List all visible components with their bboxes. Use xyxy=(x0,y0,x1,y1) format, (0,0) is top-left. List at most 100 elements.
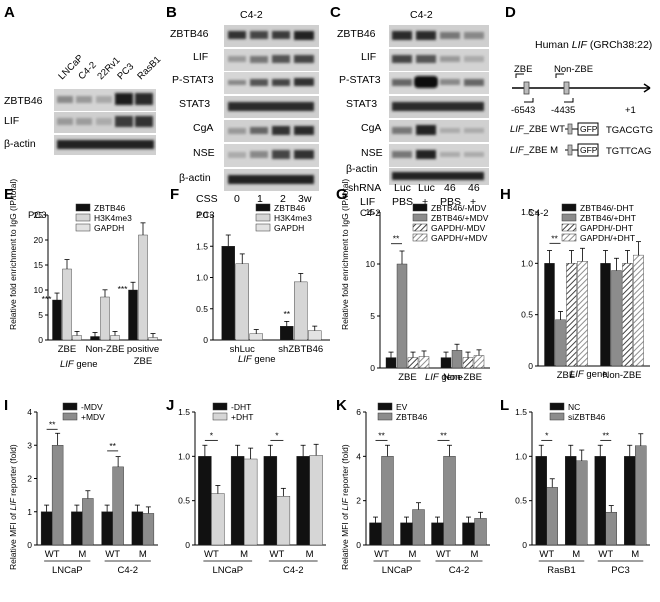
bar xyxy=(249,333,263,341)
bar xyxy=(280,326,294,341)
x-tick-label: M xyxy=(471,549,479,560)
shrna-value: Luc xyxy=(394,182,411,194)
legend-label: ZBTB46 xyxy=(274,203,305,213)
lif-value: PBS xyxy=(440,196,461,208)
row-label: STAT3 xyxy=(179,98,210,110)
bar xyxy=(633,254,644,367)
legend-label: ZBTB46/+MDV xyxy=(431,213,489,223)
y-tick-label: 0.5 xyxy=(178,496,190,506)
legend-swatch xyxy=(62,412,78,421)
significance-mark: ** xyxy=(393,234,400,244)
x-tick-label: WT xyxy=(204,549,219,560)
blot-title: C4-2 xyxy=(410,9,433,21)
lif-value: PBS xyxy=(392,196,413,208)
bar xyxy=(431,522,444,546)
legend-label: siZBTB46 xyxy=(568,412,606,422)
x-tick-label: M xyxy=(78,549,86,560)
bar xyxy=(474,518,487,546)
legend-label: H3K4me3 xyxy=(94,213,132,223)
panel-label-c: C xyxy=(330,4,341,21)
panel-label-f: F xyxy=(170,186,179,203)
y-tick-label: 1.0 xyxy=(515,451,527,461)
y-tick-label: 1.0 xyxy=(521,258,533,268)
y-tick-label: 2 xyxy=(27,474,32,484)
y-tick-label: 3 xyxy=(27,440,32,450)
y-tick-label: 4 xyxy=(356,451,361,461)
position-label: -6543 xyxy=(511,105,535,116)
y-tick-label: 0 xyxy=(370,363,375,373)
row-label: CgA xyxy=(361,122,381,134)
bar xyxy=(71,511,83,546)
y-tick-label: 5 xyxy=(370,311,375,321)
bar xyxy=(385,357,397,369)
bar xyxy=(594,456,606,546)
shrna-value: 46 xyxy=(468,182,480,194)
gene-label: LIF gene xyxy=(570,369,608,380)
x-tick-label: WT xyxy=(374,549,389,560)
legend-label: -MDV xyxy=(81,402,103,412)
m-construct-label: LIF_ZBE M xyxy=(510,145,558,156)
significance-mark: * xyxy=(545,430,549,440)
x-tick-label: M xyxy=(306,549,314,560)
legend-label: -DHT xyxy=(231,402,251,412)
cell-line-label: C4-2 xyxy=(449,565,470,576)
css-value: 0 xyxy=(234,193,240,205)
bar xyxy=(294,281,308,341)
significance-mark: ** xyxy=(49,419,56,429)
y-tick-label: 10 xyxy=(366,259,376,269)
bar xyxy=(418,356,430,369)
row-label: β-actin xyxy=(346,163,378,175)
gfp-label: GFP xyxy=(580,145,598,155)
bar xyxy=(82,498,94,546)
x-tick-label: WT xyxy=(105,549,120,560)
bar xyxy=(308,330,322,341)
bar xyxy=(128,289,138,341)
chart-title: PC3 xyxy=(196,210,214,221)
bar xyxy=(605,511,617,546)
y-tick-label: 10 xyxy=(34,285,44,295)
bar xyxy=(198,456,212,546)
position-label: +1 xyxy=(625,105,636,116)
panel-label-i: I xyxy=(4,397,8,414)
panel-label-l: L xyxy=(500,397,509,414)
shrna-value: 46 xyxy=(444,182,456,194)
legend-label: GAPDH xyxy=(274,223,304,233)
legend-swatch xyxy=(561,203,577,212)
x-tick-label: M xyxy=(631,549,639,560)
shrna-value: Luc xyxy=(418,182,435,194)
significance-mark: * xyxy=(210,430,214,440)
bar xyxy=(576,460,588,546)
y-tick-label: 1.5 xyxy=(178,407,190,417)
legend-swatch xyxy=(412,203,428,212)
row-label: LIF xyxy=(361,51,376,63)
y-tick-label: 0 xyxy=(203,335,208,345)
y-tick-label: 0 xyxy=(38,335,43,345)
cell-line-label: C4-2 xyxy=(283,565,304,576)
significance-mark: *** xyxy=(42,294,53,304)
diagram-title: Human LIF (GRCh38:22) xyxy=(535,39,652,51)
y-tick-label: 2.0 xyxy=(196,210,208,220)
bar xyxy=(235,263,249,341)
bar xyxy=(407,357,419,369)
panel-label-k: K xyxy=(336,397,347,414)
x-tick-label: WT xyxy=(45,549,60,560)
bar xyxy=(381,456,394,546)
y-axis-title: Relative MFI of LIF reporter (fold) xyxy=(8,444,18,570)
y-tick-label: 0.5 xyxy=(515,496,527,506)
lif-value: + xyxy=(470,196,476,208)
legend-swatch xyxy=(255,223,271,232)
legend-swatch xyxy=(212,412,228,421)
y-axis-title: Relative fold enrichment to IgG (IP/tota… xyxy=(340,179,350,330)
x-tick-label: WT xyxy=(269,549,284,560)
legend-swatch xyxy=(412,213,428,222)
legend-swatch xyxy=(561,233,577,242)
cell-line-label: C4-2 xyxy=(117,565,138,576)
bar xyxy=(138,234,148,341)
lane-label: RasB1 xyxy=(135,54,163,82)
x-tick-label: Non-ZBE xyxy=(443,372,482,383)
y-tick-label: 0.5 xyxy=(521,310,533,320)
bar xyxy=(40,511,53,546)
panel-label-h: H xyxy=(500,186,511,203)
